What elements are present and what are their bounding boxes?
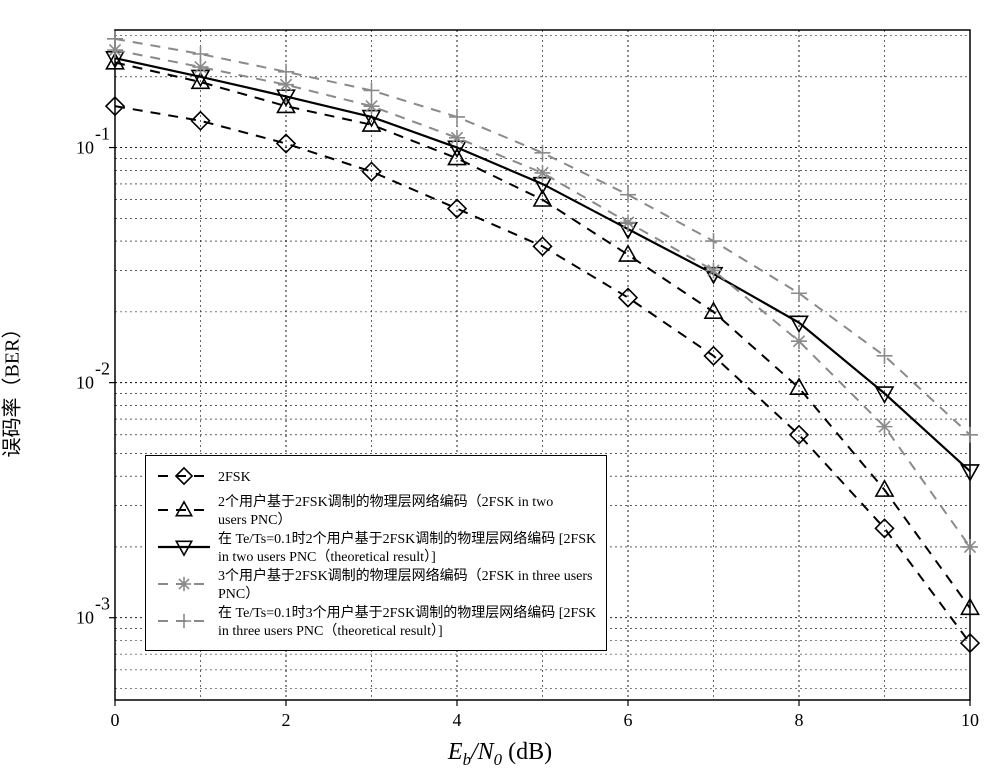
legend-swatch	[156, 572, 212, 600]
legend: 2FSK 2个用户基于2FSK调制的物理层网络编码（2FSK in twouser…	[145, 455, 607, 651]
legend-item: 在 Te/Ts=0.1时2个用户基于2FSK调制的物理层网络编码 [2FSKin…	[156, 531, 596, 566]
legend-label: 在 Te/Ts=0.1时2个用户基于2FSK调制的物理层网络编码 [2FSKin…	[218, 531, 596, 566]
svg-text:2: 2	[282, 710, 291, 730]
svg-text:-2: -2	[95, 359, 110, 379]
legend-item: 3个用户基于2FSK调制的物理层网络编码（2FSK in three users…	[156, 568, 596, 603]
svg-text:8: 8	[795, 710, 804, 730]
svg-text:10: 10	[961, 710, 979, 730]
svg-text:4: 4	[453, 710, 462, 730]
svg-text:-3: -3	[95, 594, 110, 614]
legend-swatch	[156, 464, 212, 492]
legend-item: 2FSK	[156, 464, 596, 492]
ber-chart: 误码率（BER） 024681010-110-210-3 Eb/N0 (dB) …	[0, 0, 1000, 775]
legend-item: 2个用户基于2FSK调制的物理层网络编码（2FSK in twousers PN…	[156, 494, 596, 529]
legend-swatch	[156, 498, 212, 526]
legend-label: 在 Te/Ts=0.1时3个用户基于2FSK调制的物理层网络编码 [2FSKin…	[218, 605, 596, 640]
svg-text:10: 10	[76, 138, 94, 158]
legend-label: 2个用户基于2FSK调制的物理层网络编码（2FSK in twousers PN…	[218, 494, 553, 529]
legend-label: 3个用户基于2FSK调制的物理层网络编码（2FSK in three users…	[218, 568, 593, 603]
svg-text:-1: -1	[95, 124, 110, 144]
legend-label: 2FSK	[218, 469, 251, 487]
y-axis-label: 误码率（BER）	[0, 318, 25, 457]
x-axis-label: Eb/N0 (dB)	[448, 739, 552, 770]
legend-item: 在 Te/Ts=0.1时3个用户基于2FSK调制的物理层网络编码 [2FSKin…	[156, 605, 596, 640]
svg-text:0: 0	[111, 710, 120, 730]
plot-svg: 024681010-110-210-3	[0, 0, 1000, 775]
svg-text:6: 6	[624, 710, 633, 730]
svg-text:10: 10	[76, 608, 94, 628]
legend-swatch	[156, 535, 212, 563]
legend-swatch	[156, 609, 212, 637]
svg-text:10: 10	[76, 373, 94, 393]
